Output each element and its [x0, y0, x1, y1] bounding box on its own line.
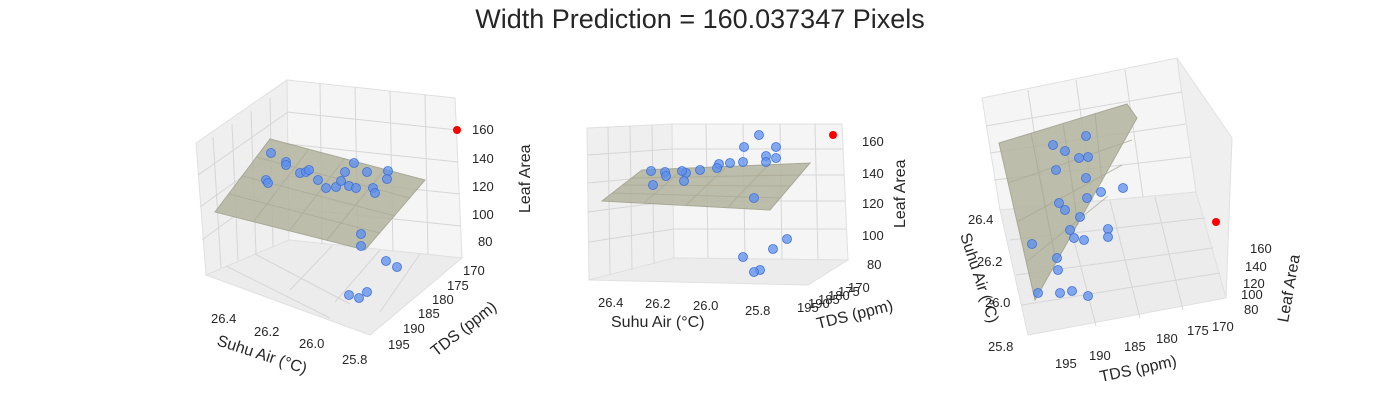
y-tick: 185	[1124, 339, 1146, 354]
x-tick: 25.8	[745, 303, 770, 318]
y-tick: 180	[828, 288, 850, 303]
y-tick: 195	[1055, 356, 1077, 371]
z-tick: 140	[472, 151, 494, 166]
x-axis-label: Suhu Air (°C)	[956, 231, 1001, 325]
y-tick: 195	[388, 337, 410, 352]
y-tick: 175	[447, 278, 469, 293]
prediction-point-right	[1212, 218, 1220, 226]
prediction-point-middle	[829, 131, 837, 139]
z-tick: 140	[862, 166, 884, 181]
z-tick: 120	[472, 179, 494, 194]
y-tick: 175	[838, 284, 860, 299]
x-tick: 26.0	[299, 336, 324, 351]
observed-points-middle	[646, 130, 792, 277]
z-tick: 120	[1243, 276, 1265, 291]
x-tick: 26.0	[693, 298, 718, 313]
figure-title: Width Prediction = 160.037347 Pixels	[475, 4, 925, 34]
observed-points-right	[1027, 131, 1128, 301]
y-tick: 190	[1089, 348, 1111, 363]
z-tick: 120	[862, 196, 884, 211]
x-tick: 25.8	[342, 352, 367, 367]
z-axis-label: Leaf Area	[517, 144, 534, 213]
x-tick: 26.4	[211, 311, 236, 326]
regression-surface	[214, 138, 426, 251]
y-tick: 170	[463, 263, 485, 278]
y-tick: 190	[403, 321, 425, 336]
z-axis-label: Leaf Area	[1275, 253, 1304, 324]
regression-surface	[998, 103, 1138, 302]
floor-pane	[588, 257, 850, 286]
y-tick: 180	[1156, 331, 1178, 346]
y-tick: 170	[1212, 319, 1234, 334]
y-tick: 185	[818, 292, 840, 307]
z-tick: 160	[862, 134, 884, 149]
x-tick: 26.4	[968, 212, 993, 227]
surface-mesh	[228, 148, 411, 241]
z-tick: 140	[1245, 259, 1267, 274]
y-tick: 190	[808, 296, 830, 311]
prediction-point-left	[453, 126, 461, 134]
z-tick: 160	[472, 122, 494, 137]
z-tick: 100	[862, 228, 884, 243]
y-tick: 175	[1187, 323, 1209, 338]
y-tick: 180	[432, 292, 454, 307]
observed-points-left	[261, 148, 402, 303]
z-tick: 80	[478, 234, 492, 249]
x-tick: 26.4	[598, 295, 623, 310]
z-tick: 100	[1241, 287, 1263, 302]
z-tick: 100	[472, 207, 494, 222]
x-tick: 26.0	[985, 295, 1010, 310]
y-tick: 185	[418, 306, 440, 321]
y-tick: 195	[797, 300, 819, 315]
z-tick: 80	[867, 257, 881, 272]
y-tick: 170	[848, 280, 870, 295]
x-tick: 26.2	[254, 324, 279, 339]
x-axis-label: Suhu Air (°C)	[611, 314, 705, 331]
z-tick: 80	[1244, 302, 1258, 317]
z-axis-label: Leaf Area	[892, 159, 909, 228]
x-tick: 26.2	[977, 254, 1002, 269]
z-tick: 160	[1250, 241, 1272, 256]
x-tick: 26.2	[645, 296, 670, 311]
x-tick: 25.8	[988, 339, 1013, 354]
